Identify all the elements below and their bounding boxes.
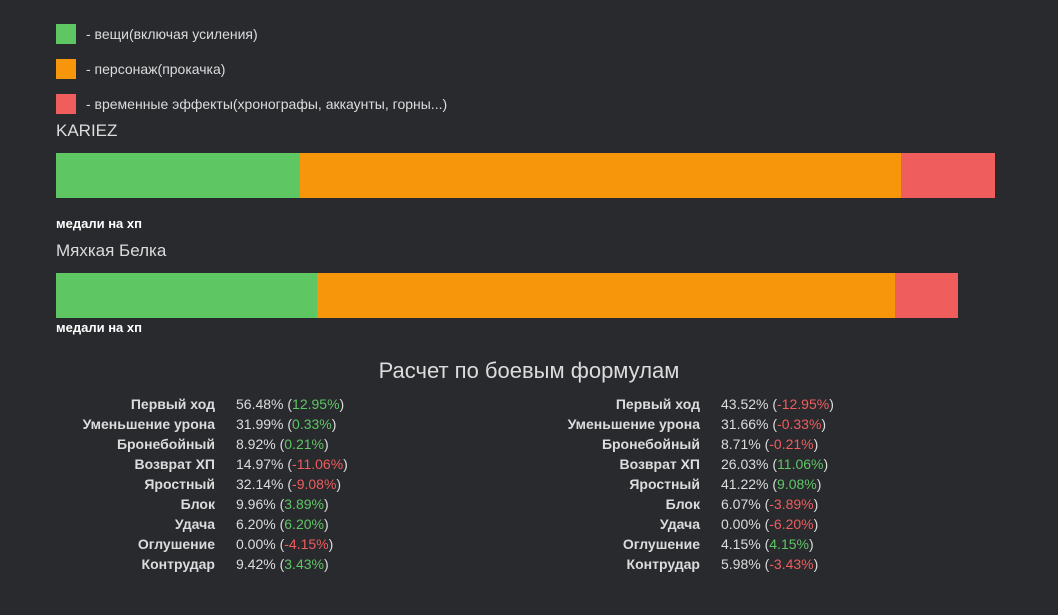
player-name: KARIEZ [56, 121, 118, 140]
stat-value: 4.15% [721, 536, 761, 552]
stat-value-line: 26.03% 11.06% [721, 456, 828, 472]
stat-value: 41.22% [721, 476, 769, 492]
stat-delta: -11.06% [287, 456, 347, 472]
stat-value-line: 0.00% -6.20% [721, 516, 818, 532]
stat-value: 9.96% [236, 496, 276, 512]
stat-value-line: 9.42% 3.43% [236, 556, 329, 572]
player-name: Мяхкая Белка [56, 241, 167, 260]
stat-delta: 9.08% [772, 476, 821, 492]
stat-value: 14.97% [236, 456, 284, 472]
player-note: медали на хп [56, 216, 142, 231]
stat-value-line: 8.92% 0.21% [236, 436, 329, 452]
stat-delta: 11.06% [772, 456, 828, 472]
stat-value-line: 8.71% -0.21% [721, 436, 818, 452]
stat-delta: 0.21% [280, 436, 329, 452]
stat-value: 43.52% [721, 396, 769, 412]
stat-label: Возврат ХП [134, 456, 215, 472]
stat-value: 26.03% [721, 456, 769, 472]
bar-segment [300, 153, 901, 198]
legend-swatch [56, 24, 76, 44]
stat-label: Бронебойный [116, 436, 215, 452]
legend-label: - персонаж(прокачка) [86, 61, 226, 77]
stat-value: 8.71% [721, 436, 761, 452]
stat-value-line: 14.97% -11.06% [236, 456, 348, 472]
stat-delta: 4.15% [765, 536, 814, 552]
stat-label: Оглушение [622, 536, 700, 552]
stat-value-line: 31.99% 0.33% [236, 416, 336, 432]
stat-value-line: 6.20% 6.20% [236, 516, 329, 532]
stat-delta: 6.20% [280, 516, 329, 532]
stat-delta: -0.21% [765, 436, 819, 452]
stat-value-line: 5.98% -3.43% [721, 556, 818, 572]
stat-delta: -6.20% [765, 516, 819, 532]
stat-value-line: 41.22% 9.08% [721, 476, 821, 492]
stat-value: 5.98% [721, 556, 761, 572]
stat-value: 6.20% [236, 516, 276, 532]
stat-value: 8.92% [236, 436, 276, 452]
stacked-bar [56, 273, 958, 318]
stat-value-line: 0.00% -4.15% [236, 536, 333, 552]
bar-segment [56, 273, 317, 318]
stat-value-line: 6.07% -3.89% [721, 496, 818, 512]
stat-label: Уменьшение урона [567, 416, 700, 432]
stat-delta: -0.33% [772, 416, 826, 432]
stat-value: 6.07% [721, 496, 761, 512]
stat-value-line: 43.52% -12.95% [721, 396, 834, 412]
stat-value: 56.48% [236, 396, 284, 412]
stacked-bar [56, 153, 995, 198]
legend-swatch [56, 94, 76, 114]
stat-label: Первый ход [130, 396, 215, 412]
legend-label: - вещи(включая усиления) [86, 26, 258, 42]
stat-label: Блок [665, 496, 700, 512]
stat-delta: -9.08% [287, 476, 341, 492]
stat-label: Первый ход [615, 396, 700, 412]
stat-value-line: 56.48% 12.95% [236, 396, 344, 412]
bar-segment [317, 273, 895, 318]
stat-label: Контрудар [626, 556, 700, 572]
stat-value-line: 9.96% 3.89% [236, 496, 329, 512]
stat-value-line: 31.66% -0.33% [721, 416, 826, 432]
stat-label: Бронебойный [601, 436, 700, 452]
stat-value: 0.00% [721, 516, 761, 532]
stat-value: 32.14% [236, 476, 284, 492]
stat-delta: -3.43% [765, 556, 819, 572]
stat-delta: 3.43% [280, 556, 329, 572]
stat-delta: -12.95% [772, 396, 834, 412]
stat-delta: 0.33% [287, 416, 336, 432]
player-note: медали на хп [56, 320, 142, 335]
stat-label: Яростный [144, 476, 215, 492]
stat-label: Удача [659, 516, 700, 532]
legend-label: - временные эффекты(хронографы, аккаунты… [86, 96, 448, 112]
stat-label: Оглушение [137, 536, 215, 552]
stat-value-line: 4.15% 4.15% [721, 536, 814, 552]
section-title: Расчет по боевым формулам [378, 358, 680, 383]
legend-swatch [56, 59, 76, 79]
stat-delta: -3.89% [765, 496, 819, 512]
stat-label: Контрудар [141, 556, 215, 572]
stat-label: Уменьшение урона [82, 416, 215, 432]
stat-label: Блок [180, 496, 215, 512]
stat-delta: 3.89% [280, 496, 329, 512]
stat-label: Возврат ХП [619, 456, 700, 472]
stat-value: 31.99% [236, 416, 284, 432]
stat-value-line: 32.14% -9.08% [236, 476, 341, 492]
bar-segment [895, 273, 958, 318]
bar-segment [56, 153, 300, 198]
stat-delta: -4.15% [280, 536, 334, 552]
stat-value: 31.66% [721, 416, 769, 432]
stat-label: Удача [174, 516, 215, 532]
stat-label: Яростный [629, 476, 700, 492]
stat-delta: 12.95% [287, 396, 344, 412]
bar-segment [901, 153, 995, 198]
stat-value: 0.00% [236, 536, 276, 552]
stat-value: 9.42% [236, 556, 276, 572]
